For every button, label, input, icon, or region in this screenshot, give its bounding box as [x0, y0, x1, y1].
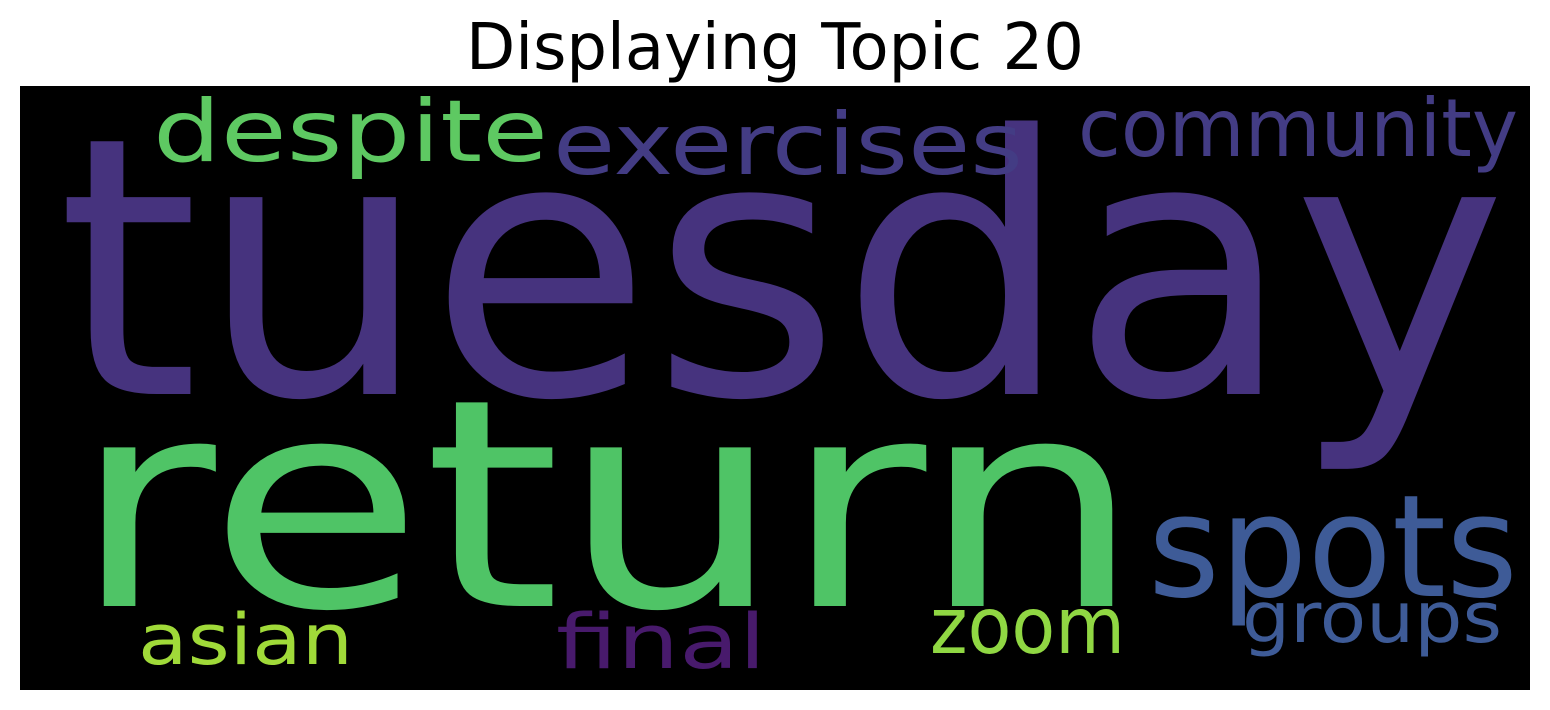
word-community: community [1078, 86, 1518, 175]
word-tuesday: tuesday [57, 86, 1507, 479]
word-zoom: zoom [930, 582, 1125, 672]
word-cloud-canvas: tuesday return spots despite exercises c… [20, 86, 1530, 690]
word-final: final [556, 597, 766, 686]
word-despite: despite [153, 86, 548, 182]
word-groups: groups [1242, 577, 1502, 659]
word-cloud-background [20, 86, 1530, 690]
word-asian: asian [138, 599, 353, 681]
word-return: return [72, 338, 1142, 675]
word-exercises: exercises [553, 95, 1023, 195]
word-cloud: tuesday return spots despite exercises c… [20, 86, 1530, 690]
figure-title: Displaying Topic 20 [466, 11, 1084, 85]
word-spots: spots [1148, 465, 1518, 630]
